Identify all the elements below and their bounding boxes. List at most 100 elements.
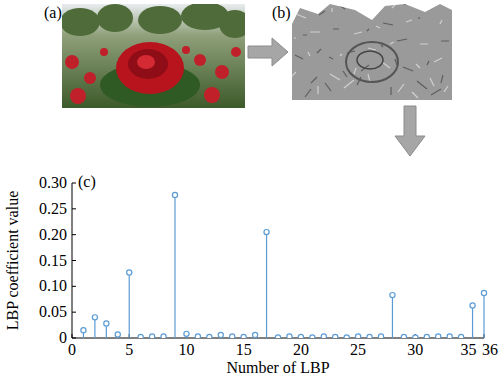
y-tick [72, 338, 76, 339]
texture-line [418, 17, 419, 19]
stem-marker [275, 335, 280, 338]
rose-center [128, 49, 168, 79]
stem-marker [81, 328, 86, 333]
y-tick-label: 0.20 [39, 226, 67, 243]
y-tick-label: 0.05 [39, 303, 67, 320]
stem-marker [310, 335, 315, 338]
texture-line [354, 68, 356, 74]
panel-label: (b) [272, 4, 291, 22]
stem-marker [161, 334, 166, 338]
arrow [395, 106, 425, 156]
texture-line [431, 89, 441, 95]
stem-marker [115, 332, 120, 337]
texture-line [305, 89, 311, 97]
tree [219, 10, 245, 38]
texture-line [440, 20, 442, 24]
texture-line [317, 86, 318, 94]
texture-line [367, 29, 369, 31]
texture-line [381, 45, 383, 47]
texture-line [358, 2, 368, 6]
texture-line [288, 72, 296, 80]
stem-marker [241, 334, 246, 338]
y-tick-label: 0.15 [39, 252, 67, 269]
texture-line [376, 26, 380, 28]
x-tick [72, 334, 73, 338]
texture-line [427, 61, 429, 65]
stem-marker [218, 332, 223, 337]
stem [392, 295, 393, 338]
stem-marker [401, 334, 406, 338]
texture-line [330, 74, 340, 80]
stem-marker [287, 334, 292, 338]
rose [215, 65, 229, 79]
tree [62, 8, 100, 36]
y-tick-label: 0 [59, 329, 67, 346]
texture-line [397, 39, 407, 41]
texture-line [420, 43, 428, 44]
stem-marker [150, 334, 155, 338]
texture-line [390, 42, 394, 44]
photo-a [62, 4, 245, 108]
stem-marker [367, 334, 372, 338]
rose-main [116, 42, 184, 94]
stem-marker [436, 334, 441, 338]
x-tick-label: 20 [293, 341, 309, 358]
rose [84, 72, 96, 84]
stem-marker [344, 335, 349, 338]
texture-line [441, 40, 449, 41]
texture-line [390, 87, 391, 95]
texture-line [392, 2, 398, 8]
stem-marker [413, 335, 418, 338]
texture-line [317, 49, 321, 53]
texture-rose [346, 42, 398, 82]
stem-marker [195, 334, 200, 338]
texture-line [295, 55, 303, 59]
y-tick [72, 260, 76, 261]
stem-marker [104, 321, 109, 326]
x-tick-label: 30 [407, 341, 423, 358]
stem [472, 305, 473, 338]
x-tick-label: 25 [350, 341, 366, 358]
y-axis-title: LBP coefficient value [4, 191, 21, 331]
y-tick [72, 208, 76, 209]
stem-marker [184, 331, 189, 336]
stem-marker [253, 332, 258, 337]
rose [70, 88, 86, 104]
x-axis-title: Number of LBP [226, 359, 329, 376]
stem-marker [356, 334, 361, 338]
y-tick [72, 234, 76, 235]
texture-line [406, 20, 412, 22]
photo-b [282, 0, 452, 100]
stem-marker [172, 192, 177, 197]
rose [194, 54, 206, 66]
texture-line [441, 75, 443, 83]
texture-line [344, 80, 354, 88]
stem-marker [92, 315, 97, 320]
tree [97, 4, 133, 32]
stem-marker [481, 290, 486, 295]
stem-marker [264, 229, 269, 234]
texture-line [296, 14, 306, 18]
texture-line [368, 48, 376, 50]
texture-line [382, 62, 390, 68]
stem-marker [333, 334, 338, 338]
rose [231, 47, 241, 57]
texture-line [308, 52, 310, 56]
texture-line [395, 59, 397, 65]
texture-line [404, 0, 405, 5]
y-tick-label: 0.10 [39, 277, 67, 294]
stem-marker [390, 293, 395, 298]
texture-line [325, 83, 331, 91]
texture-line [343, 71, 347, 77]
texture-line [329, 57, 333, 59]
texture-line [333, 28, 339, 29]
y-tick [72, 286, 76, 287]
texture-rose [357, 51, 383, 69]
texture-line [340, 54, 342, 56]
arrow [248, 38, 288, 66]
texture-line [430, 78, 434, 86]
rose-petal [137, 55, 155, 69]
y-tick-label: 0.30 [39, 174, 67, 191]
x-tick-label: 35 [461, 341, 477, 358]
stem [129, 272, 130, 338]
